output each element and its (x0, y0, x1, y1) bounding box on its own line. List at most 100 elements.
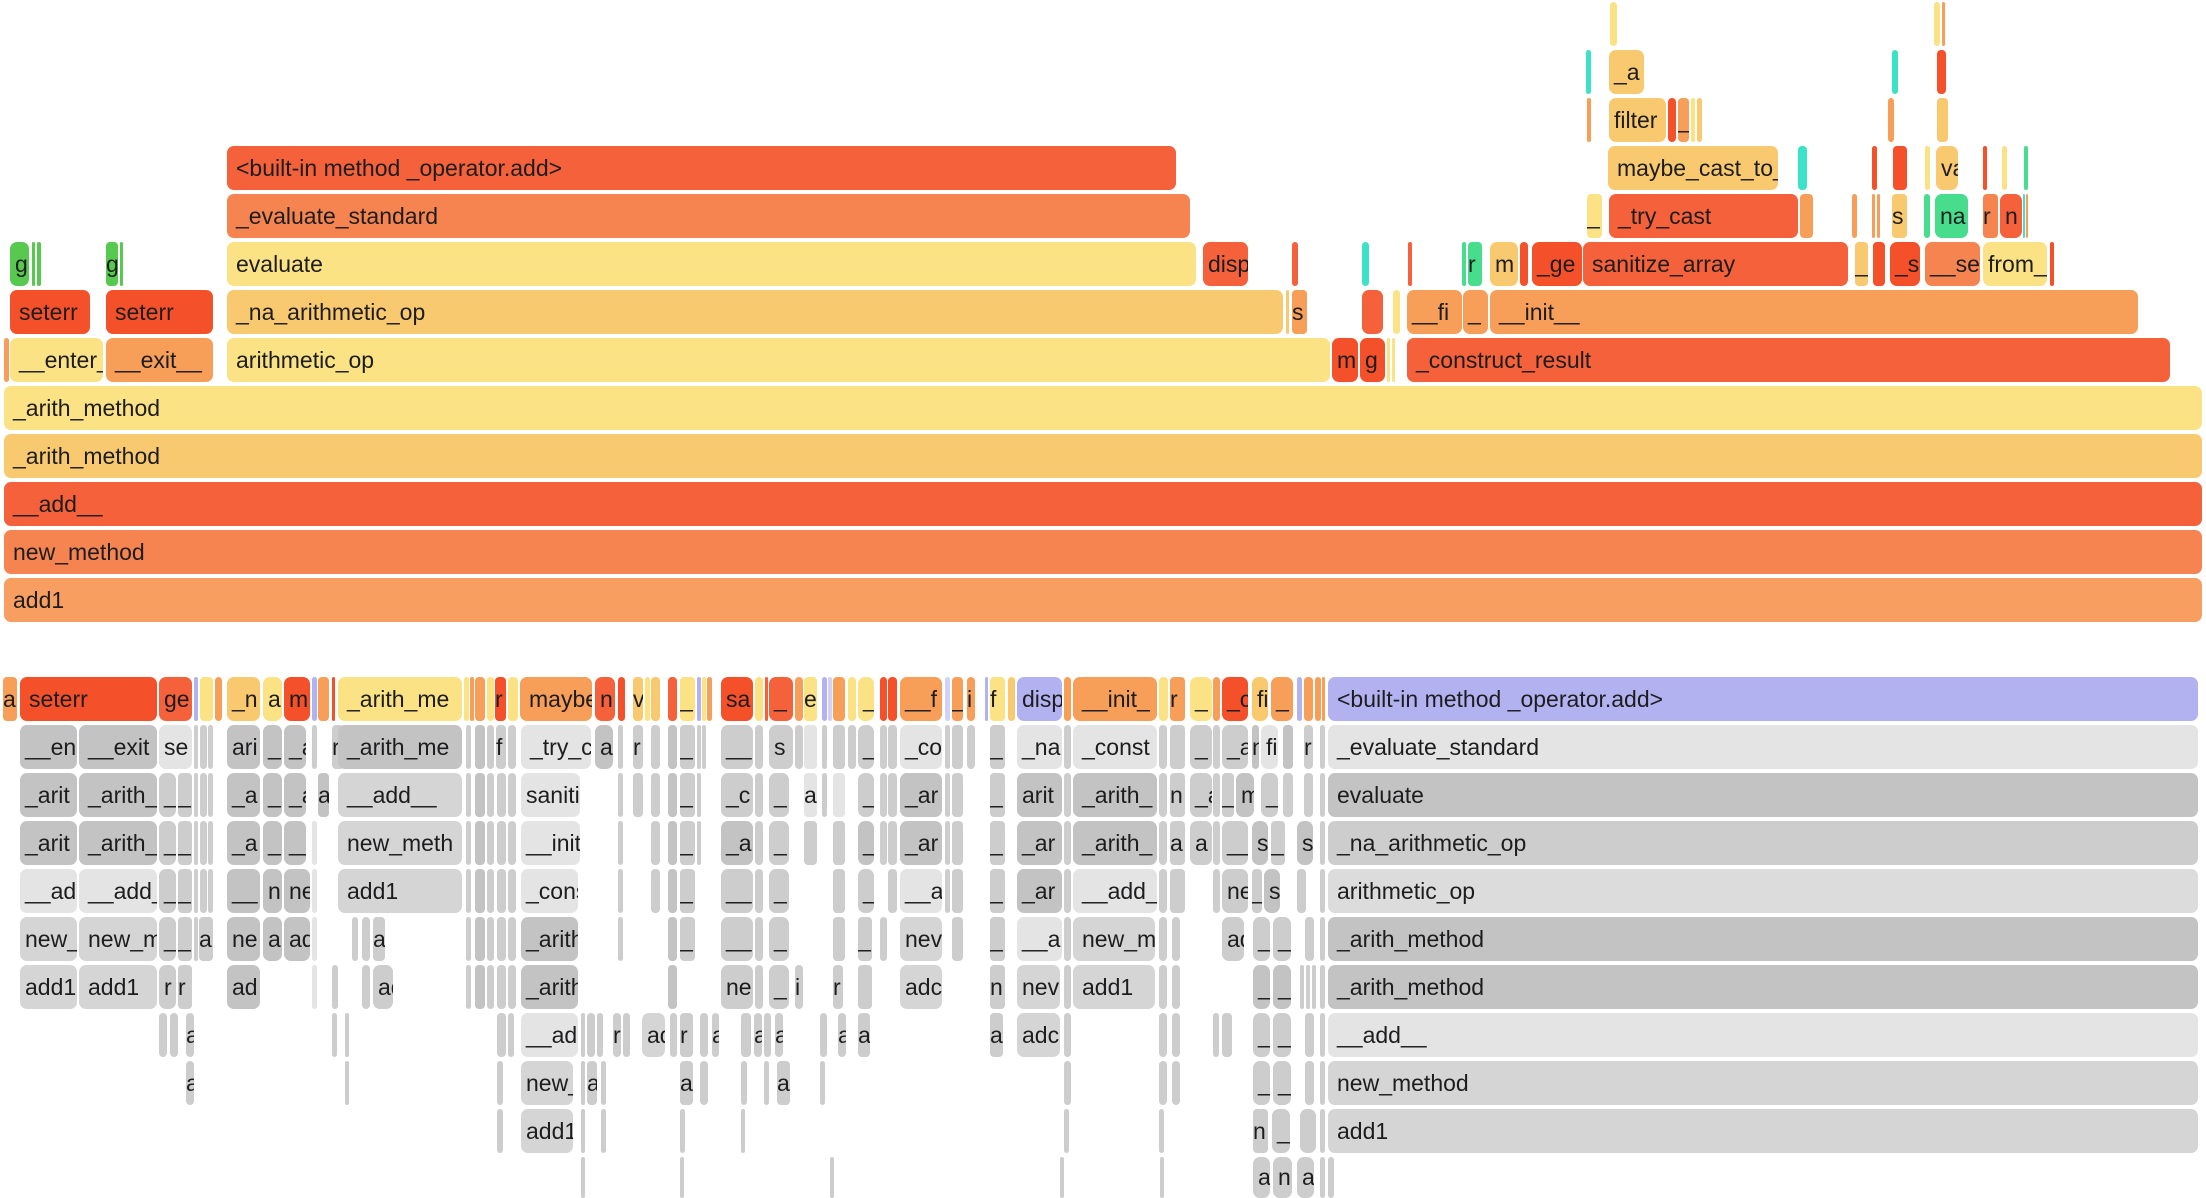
frame-_n[interactable]: _n (227, 677, 260, 721)
frame-sliver[interactable] (4, 338, 9, 382)
frame-builtinmethod_operatoradd[interactable]: <built-in method _operator.add> (1328, 677, 2198, 721)
frame-sliver[interactable] (1320, 1061, 1325, 1105)
frame-g[interactable]: g (106, 242, 118, 286)
frame-sliver[interactable] (880, 821, 887, 865)
frame-ad[interactable]: ad (1222, 917, 1244, 961)
frame-__add__[interactable]: __add__ (338, 773, 462, 817)
frame-s[interactable]: s (1252, 821, 1268, 865)
frame-sliver[interactable] (475, 869, 485, 913)
frame-sliver[interactable] (1305, 1061, 1314, 1105)
frame-_a[interactable]: _a (1609, 50, 1644, 94)
frame-sliver[interactable] (833, 773, 845, 817)
frame-_arith_[interactable]: _arith_ (79, 821, 157, 865)
frame-sliver[interactable] (880, 917, 887, 961)
frame-m[interactable]: m (1490, 242, 1518, 286)
frame-sliver[interactable] (1283, 725, 1293, 769)
frame-r[interactable]: r (1468, 242, 1482, 286)
frame-sliver[interactable] (475, 965, 485, 1009)
frame-sliver[interactable] (888, 821, 897, 865)
frame-sliver[interactable] (764, 1013, 771, 1057)
frame-sliver[interactable] (888, 773, 897, 817)
frame-new_method[interactable]: new_method (4, 530, 2202, 574)
frame-_[interactable]: _ (263, 821, 282, 865)
frame-sliver[interactable] (1159, 917, 1167, 961)
frame-arithmetic_op[interactable]: arithmetic_op (1328, 869, 2198, 913)
frame-sliver[interactable] (1320, 869, 1325, 913)
frame-sliver[interactable] (601, 1061, 606, 1105)
frame-add1[interactable]: add1 (1073, 965, 1155, 1009)
frame-ad[interactable]: ad (642, 1013, 665, 1057)
frame-sliver[interactable] (755, 965, 763, 1009)
frame-sliver[interactable] (828, 677, 832, 721)
frame-_na_arithmetic_op[interactable]: _na_arithmetic_op (227, 290, 1283, 334)
frame-_[interactable]: _ (769, 773, 789, 817)
frame-__exit[interactable]: __exit (79, 725, 157, 769)
frame-ad[interactable]: ad (373, 965, 393, 1009)
frame-sliver[interactable] (1060, 1157, 1064, 1198)
frame-sliver[interactable] (581, 1109, 585, 1153)
frame-_[interactable]: _ (1273, 1061, 1291, 1105)
frame-sliver[interactable] (170, 1013, 178, 1057)
frame-evaluate[interactable]: evaluate (1328, 773, 2198, 817)
frame-_try_cast[interactable]: _try_cast (1609, 194, 1798, 238)
frame-sliver[interactable] (194, 821, 198, 865)
frame-sliver[interactable] (680, 1109, 685, 1153)
frame-sliver[interactable] (1064, 1013, 1071, 1057)
frame-sliver[interactable] (1315, 677, 1321, 721)
frame-__add[interactable]: __add (521, 1013, 578, 1057)
frame-sliver[interactable] (1064, 773, 1071, 817)
frame-_[interactable]: _ (178, 821, 192, 865)
frame-sliver[interactable] (1064, 965, 1071, 1009)
frame-sliver[interactable] (651, 869, 660, 913)
frame-sliver[interactable] (764, 1061, 769, 1105)
frame-v[interactable]: v (633, 677, 643, 721)
frame-__add__[interactable]: __add__ (1328, 1013, 2198, 1057)
frame-a[interactable]: a (858, 1013, 870, 1057)
frame-sliver[interactable] (475, 917, 485, 961)
frame-_ar[interactable]: _ar (900, 773, 942, 817)
frame-seterr[interactable]: seterr (106, 290, 213, 334)
frame-nev[interactable]: nev (900, 917, 942, 961)
frame-m[interactable]: m (1236, 773, 1254, 817)
frame-add1[interactable]: add1 (79, 965, 157, 1009)
frame-sliver[interactable] (508, 1013, 514, 1057)
frame-sliver[interactable] (597, 1013, 603, 1057)
frame-sliver[interactable] (668, 917, 677, 961)
frame-sliver[interactable] (1798, 146, 1807, 190)
frame-sliver[interactable] (697, 725, 701, 769)
frame-add1[interactable]: add1 (20, 965, 77, 1009)
frame-sliver[interactable] (945, 869, 950, 913)
frame-seterr[interactable]: seterr (20, 677, 157, 721)
frame-sliver[interactable] (2026, 194, 2028, 238)
frame-sliver[interactable] (1305, 1013, 1314, 1057)
frame-_arith[interactable]: _arith (521, 917, 578, 961)
frame-s[interactable]: s (1892, 194, 1907, 238)
frame-sliver[interactable] (601, 1109, 606, 1153)
frame-new_method[interactable]: new_method (1328, 1061, 2198, 1105)
frame-sliver[interactable] (1159, 821, 1167, 865)
frame-sliver[interactable] (200, 725, 207, 769)
frame-__en[interactable]: __en (20, 725, 77, 769)
frame-__init_[interactable]: __init_ (1073, 677, 1157, 721)
frame-sliver[interactable] (1872, 194, 1875, 238)
frame-_[interactable]: _ (858, 821, 874, 865)
frame-__init__[interactable]: __init__ (1490, 290, 2138, 334)
frame-sliver[interactable] (668, 725, 677, 769)
frame-sliver[interactable] (765, 677, 768, 721)
frame-_arit[interactable]: _arit (20, 821, 77, 865)
frame-a[interactable]: a (777, 1061, 790, 1105)
frame-_[interactable]: _ (1273, 965, 1291, 1009)
frame-_[interactable]: _ (1855, 242, 1868, 286)
frame-_[interactable]: _ (858, 677, 874, 721)
frame-a[interactable]: a (373, 917, 385, 961)
frame-_[interactable]: _ (1253, 965, 1270, 1009)
frame-arit[interactable]: arit (1017, 773, 1062, 817)
frame-sliver[interactable] (697, 821, 701, 865)
frame-sliver[interactable] (822, 773, 827, 817)
frame-sliver[interactable] (1934, 2, 1940, 46)
frame-sliver[interactable] (581, 1157, 585, 1198)
frame-adc[interactable]: adc (1017, 1013, 1060, 1057)
frame-sliver[interactable] (508, 821, 516, 865)
frame-_[interactable]: _ (990, 773, 1005, 817)
frame-maybe[interactable]: maybe (520, 677, 592, 721)
